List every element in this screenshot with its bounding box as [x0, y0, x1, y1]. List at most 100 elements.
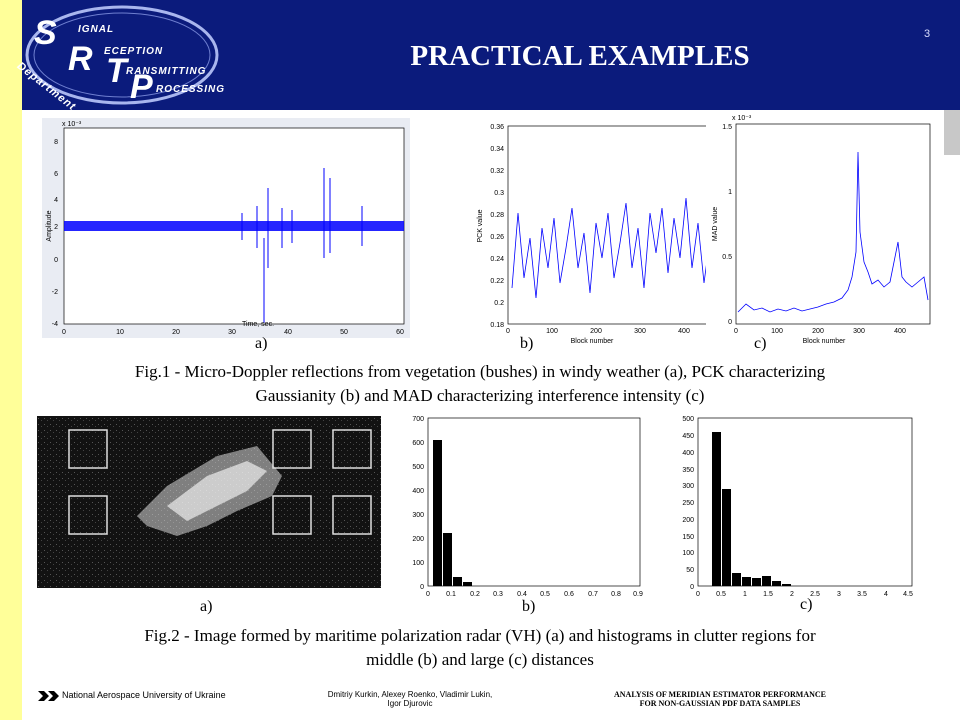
fig1a-ytick: 8	[54, 139, 58, 146]
fig1a-xtick: 40	[284, 329, 292, 336]
fig1c-ytick: 0.5	[722, 254, 732, 261]
fig2c-ytick: 300	[682, 483, 694, 490]
fig1b-plot: 0.36 0.34 0.32 0.3 0.28 0.26 0.24 0.22 0…	[477, 124, 717, 345]
fig1c-xtick: 400	[894, 328, 906, 335]
logo-word-transmitting: RANSMITTING	[126, 66, 207, 77]
fig2b-xtick: 0.1	[446, 591, 456, 598]
page-title: PRACTICAL EXAMPLES	[410, 40, 750, 72]
fig1a-ytick: -4	[52, 321, 58, 328]
fig2c-ytick: 0	[690, 584, 694, 591]
fig1b-ytick: 0.32	[490, 168, 504, 175]
fig2-label-a: a)	[200, 598, 213, 615]
fig1c-plot: x 10⁻³ 1.5 1 0.5 0 0 100 200 300 400 Blo…	[712, 115, 931, 345]
university-name: National Aerospace University of Ukraine	[62, 690, 226, 700]
fig1-caption-line1: Fig.1 - Micro-Doppler reflections from v…	[134, 362, 826, 381]
fig2b-ytick: 100	[412, 560, 424, 567]
fig1b-ytick: 0.28	[490, 212, 504, 219]
fig1b-ytick: 0.22	[490, 278, 504, 285]
fig1b-xlabel: Block number	[571, 338, 614, 345]
fig1-panel-a: x 10⁻³ 8 6 4 2 0 -2 -4 0 10 20 30 40 50 …	[42, 118, 410, 338]
fig2b-ytick: 300	[412, 512, 424, 519]
radar-image-content	[37, 416, 381, 588]
fig1c-xtick: 300	[853, 328, 865, 335]
fig1a-ytick: 2	[54, 224, 58, 231]
fig1a-xtick: 20	[172, 329, 180, 336]
fig2b-xtick: 0.4	[517, 591, 527, 598]
fig1-label-a: a)	[255, 335, 268, 352]
logo-letter-t: T	[106, 52, 127, 90]
footer-topic: ANALYSIS OF MERIDIAN ESTIMATOR PERFORMAN…	[570, 690, 870, 708]
fig1b-ylabel: PCK value	[477, 209, 484, 242]
fig1a-ytick: 6	[54, 171, 58, 178]
fig1b-ytick: 0.26	[490, 234, 504, 241]
fig2b-xtick: 0.8	[611, 591, 621, 598]
fig2c-ytick: 500	[682, 416, 694, 423]
authors-line2: Igor Djurovic	[387, 699, 433, 708]
fig2c-ytick: 200	[682, 517, 694, 524]
logo-letter-p: P	[130, 68, 153, 106]
fig1-panel-b: 0.36 0.34 0.32 0.3 0.28 0.26 0.24 0.22 0…	[472, 118, 724, 346]
footer-authors: Dmitriy Kurkin, Alexey Roenko, Vladimir …	[300, 690, 520, 708]
fig1b-xtick: 0	[506, 328, 510, 335]
fig1b-xtick: 100	[546, 328, 558, 335]
fig1-panel-c: x 10⁻³ 1.5 1 0.5 0 0 100 200 300 400 Blo…	[706, 112, 934, 346]
fig1a-ylabel: Amplitude	[46, 210, 53, 241]
fig2-label-b: b)	[522, 598, 536, 615]
logo-word-reception: ECEPTION	[104, 46, 164, 57]
fig2b-xtick: 0.2	[470, 591, 480, 598]
fig2-radar-image	[37, 416, 381, 588]
fig1c-ytick: 1	[728, 189, 732, 196]
fig2b-ytick: 400	[412, 488, 424, 495]
fig1-label-c: c)	[754, 335, 767, 352]
fig1a-ytick: 4	[54, 197, 58, 204]
fig2b-xtick: 0.6	[564, 591, 574, 598]
fig1c-ylabel: MAD value	[712, 207, 719, 241]
fig2-caption: Fig.2 - Image formed by maritime polariz…	[40, 624, 920, 672]
fig2c-xtick: 0.5	[716, 591, 726, 598]
department-logo: S R T P IGNAL ECEPTION RANSMITTING ROCES…	[15, 0, 232, 123]
fig1c-xtick: 100	[771, 328, 783, 335]
fig1c-xtick: 0	[734, 328, 738, 335]
fig1a-xlabel: Time, sec.	[242, 321, 274, 328]
fig2c-ytick: 400	[682, 450, 694, 457]
fig1c-xlabel: Block number	[803, 338, 846, 345]
fig1-label-b: b)	[520, 335, 534, 352]
fig2-caption-line1: Fig.2 - Image formed by maritime polariz…	[144, 626, 816, 645]
fig1b-xtick: 400	[678, 328, 690, 335]
fig2c-xtick: 2	[790, 591, 794, 598]
fig2-panel-c: 500 450 400 350 300 250 200 150 100 50 0…	[672, 410, 920, 600]
fig1b-xtick: 300	[634, 328, 646, 335]
fig1b-ytick: 0.24	[490, 256, 504, 263]
fig2c-xtick: 1.5	[763, 591, 773, 598]
fig1c-ytick: 0	[728, 319, 732, 326]
fig1b-ytick: 0.36	[490, 124, 504, 131]
fig1a-plot: x 10⁻³ 8 6 4 2 0 -2 -4 0 10 20 30 40 50 …	[46, 121, 405, 336]
logo-letter-r: R	[68, 40, 93, 78]
fig2b-xtick: 0.5	[540, 591, 550, 598]
fig2b-xtick: 0.9	[633, 591, 643, 598]
fig2c-ytick: 150	[682, 534, 694, 541]
fig2c-xtick: 4	[884, 591, 888, 598]
fig2c-ytick: 50	[686, 567, 694, 574]
fig2c-xtick: 0	[696, 591, 700, 598]
fig2b-xtick: 0	[426, 591, 430, 598]
fig2c-ytick: 350	[682, 467, 694, 474]
fig2b-ytick: 0	[420, 584, 424, 591]
fig2b-plot: 700 600 500 400 300 200 100 0 0 0.1 0.2 …	[412, 416, 643, 598]
fig2c-ytick: 100	[682, 550, 694, 557]
fig1a-ytick: 0	[54, 257, 58, 264]
fig1a-xtick: 60	[396, 329, 404, 336]
header-banner	[0, 0, 960, 110]
topic-line2: FOR NON-GAUSSIAN PDF DATA SAMPLES	[639, 699, 801, 708]
topic-line1: ANALYSIS OF MERIDIAN ESTIMATOR PERFORMAN…	[613, 690, 827, 699]
university-logo-icon	[38, 691, 59, 701]
fig2-caption-line2: middle (b) and large (c) distances	[366, 650, 594, 669]
accent-bar	[0, 0, 22, 720]
fig2b-ytick: 600	[412, 440, 424, 447]
fig1b-ytick: 0.18	[490, 322, 504, 329]
fig2b-ytick: 500	[412, 464, 424, 471]
fig1c-xtick: 200	[812, 328, 824, 335]
fig2b-xtick: 0.3	[493, 591, 503, 598]
fig1b-ytick: 0.34	[490, 146, 504, 153]
fig2c-ytick: 450	[682, 433, 694, 440]
